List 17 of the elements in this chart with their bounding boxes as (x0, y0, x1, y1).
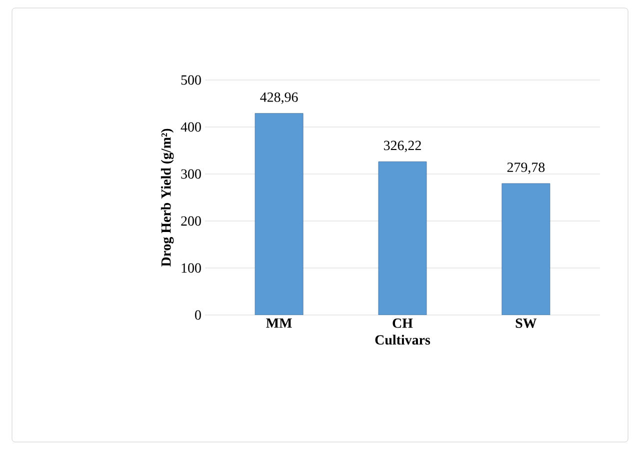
bar (502, 183, 550, 315)
x-tick-label: MM (266, 318, 292, 328)
data-label: 326,22 (384, 140, 421, 152)
y-tick-label: 200 (181, 216, 201, 226)
data-label: 279,78 (507, 162, 545, 174)
x-axis-title: Cultivars (375, 334, 430, 345)
y-tick-label: 400 (180, 122, 201, 132)
y-tick-label: 0 (195, 310, 201, 320)
y-tick-label: 100 (182, 263, 201, 273)
bar (254, 113, 304, 315)
x-tick-label: CH (392, 318, 413, 328)
y-tick-label: 300 (181, 169, 201, 179)
x-tick-label: SW (516, 318, 537, 328)
y-tick-label: 500 (181, 75, 201, 85)
data-label: 428,96 (260, 92, 298, 104)
bar (378, 161, 427, 315)
y-axis-title: Drog Herb Yield (g/m²) (160, 128, 174, 267)
